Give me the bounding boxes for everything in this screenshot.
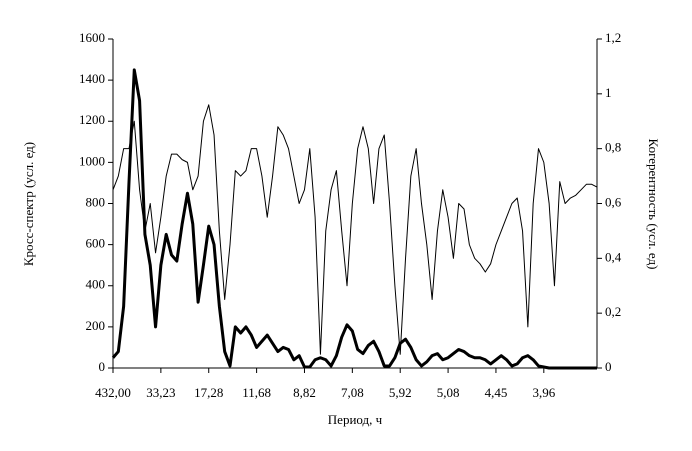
- y-tick-label: 0: [99, 359, 106, 374]
- x-tick-label: 7,08: [341, 385, 364, 400]
- y-tick-label: 600: [86, 236, 106, 251]
- y2-tick-label: 0,4: [605, 249, 622, 264]
- x-tick-label: 11,68: [242, 385, 271, 400]
- x-tick-label: 432,00: [95, 385, 131, 400]
- x-tick-label: 3,96: [532, 385, 555, 400]
- y-axis-label: Кросс-спектр (усл. ед): [21, 142, 36, 266]
- y-tick-label: 1000: [79, 153, 105, 168]
- x-tick-label: 5,92: [389, 385, 412, 400]
- y-tick-label: 1600: [79, 30, 105, 45]
- y2-tick-label: 0,6: [605, 194, 622, 209]
- y-tick-label: 1200: [79, 112, 105, 127]
- y-tick-label: 400: [86, 277, 106, 292]
- x-tick-label: 8,82: [293, 385, 316, 400]
- x-axis-label: Период, ч: [328, 412, 383, 427]
- series-line: [111, 68, 597, 370]
- x-tick-label: 17,28: [194, 385, 223, 400]
- y2-tick-label: 1: [605, 85, 612, 100]
- x-tick-label: 33,23: [146, 385, 175, 400]
- y2-tick-label: 0,8: [605, 140, 621, 155]
- y2-tick-label: 1,2: [605, 30, 621, 45]
- y-tick-label: 800: [86, 194, 106, 209]
- y2-tick-label: 0: [605, 359, 612, 374]
- y2-tick-label: 0,2: [605, 304, 621, 319]
- y2-axis-label: Когерентность (усл. ед): [646, 139, 661, 270]
- y-tick-label: 1400: [79, 71, 105, 86]
- series-line: [112, 104, 598, 355]
- y-tick-label: 200: [86, 318, 106, 333]
- x-tick-label: 5,08: [437, 385, 460, 400]
- x-tick-label: 4,45: [485, 385, 508, 400]
